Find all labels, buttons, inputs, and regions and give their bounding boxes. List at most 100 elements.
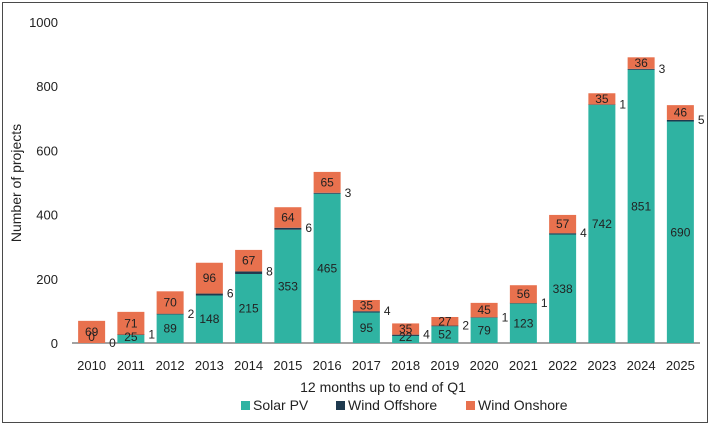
data-label-solar-pv: 338 (553, 282, 573, 296)
bar-wind-onshore (392, 323, 420, 335)
data-label-wind-offshore: 4 (580, 226, 587, 240)
bar-solar-pv (313, 193, 341, 343)
bar-solar-pv (470, 317, 498, 343)
bar-wind-offshore (313, 192, 341, 194)
x-tick-label: 2017 (352, 358, 381, 373)
y-tick-label: 0 (51, 336, 58, 351)
bar-solar-pv (352, 312, 380, 343)
bar-wind-onshore (78, 320, 106, 343)
data-label-solar-pv: 690 (670, 225, 690, 239)
data-label-solar-pv: 52 (438, 328, 452, 342)
bar-wind-onshore (549, 214, 577, 234)
data-label-solar-pv: 465 (317, 261, 337, 275)
bar-solar-pv (235, 273, 263, 343)
bar-wind-onshore (470, 302, 498, 318)
data-label-wind-offshore: 0 (109, 336, 116, 350)
data-label-solar-pv: 25 (124, 330, 138, 344)
bar-solar-pv (117, 334, 145, 343)
data-label-wind-onshore: 70 (163, 296, 177, 310)
bar-wind-onshore (117, 311, 145, 335)
legend: Solar PV Wind Offshore Wind Onshore (241, 397, 568, 413)
data-label-wind-onshore: 35 (399, 322, 413, 336)
bar-wind-offshore (549, 233, 577, 235)
legend-label: Wind Offshore (348, 397, 437, 413)
data-label-wind-onshore: 45 (477, 303, 491, 317)
data-label-wind-offshore: 3 (659, 62, 666, 76)
x-axis-title: 12 months up to end of Q1 (300, 379, 466, 395)
data-label-wind-onshore: 67 (242, 254, 256, 268)
x-tick-label: 2022 (548, 358, 577, 373)
data-label-wind-offshore: 1 (148, 328, 155, 342)
data-label-wind-onshore: 27 (438, 314, 452, 328)
bar-solar-pv (431, 326, 459, 343)
bar-wind-onshore (313, 171, 341, 193)
bar-solar-pv (549, 234, 577, 343)
bar-wind-onshore (195, 262, 223, 294)
bar-wind-offshore (392, 334, 420, 336)
bar-wind-offshore (352, 311, 380, 313)
data-label-solar-pv: 22 (399, 330, 413, 344)
data-label-wind-offshore: 5 (698, 113, 705, 127)
bar-wind-onshore (235, 249, 263, 272)
y-tick-label: 1000 (29, 15, 58, 30)
data-label-wind-offshore: 1 (541, 296, 548, 310)
bar-wind-onshore (431, 316, 459, 326)
data-label-solar-pv: 95 (360, 321, 374, 335)
data-label-wind-offshore: 1 (502, 310, 509, 324)
data-label-wind-offshore: 1 (619, 97, 626, 111)
data-label-wind-offshore: 4 (384, 304, 391, 318)
bar-wind-onshore (666, 105, 694, 120)
bar-wind-offshore (627, 68, 655, 70)
y-tick-label: 400 (36, 208, 58, 223)
x-tick-label: 2012 (156, 358, 185, 373)
data-label-wind-onshore: 69 (85, 325, 99, 339)
data-label-solar-pv: 148 (199, 312, 219, 326)
data-label-wind-offshore: 3 (345, 186, 352, 200)
data-label-solar-pv: 123 (513, 316, 533, 330)
x-tick-label: 2021 (509, 358, 538, 373)
x-tick-label: 2020 (470, 358, 499, 373)
data-label-wind-offshore: 4 (423, 328, 430, 342)
legend-label: Wind Onshore (478, 397, 568, 413)
x-tick-label: 2024 (627, 358, 656, 373)
x-tick-label: 2023 (587, 358, 616, 373)
bar-solar-pv (274, 229, 302, 343)
bar-wind-offshore (156, 313, 184, 315)
bar-solar-pv (588, 104, 616, 344)
data-label-solar-pv: 851 (631, 199, 651, 213)
data-label-solar-pv: 89 (163, 322, 177, 336)
x-tick-label: 2013 (195, 358, 224, 373)
data-label-wind-onshore: 96 (203, 271, 217, 285)
bar-solar-pv (666, 121, 694, 343)
data-label-wind-onshore: 64 (281, 210, 295, 224)
bar-solar-pv (509, 303, 537, 343)
bar-wind-onshore (274, 207, 302, 228)
y-axis-title: Number of projects (8, 124, 24, 242)
legend-label: Solar PV (253, 397, 309, 413)
bar-wind-onshore (588, 93, 616, 105)
legend-swatch (241, 401, 250, 410)
data-label-wind-onshore: 46 (674, 106, 688, 120)
x-tick-label: 2014 (234, 358, 263, 373)
x-tick-label: 2018 (391, 358, 420, 373)
data-label-wind-onshore: 35 (595, 92, 609, 106)
legend-swatch (466, 401, 475, 410)
x-tick-label: 2010 (77, 358, 106, 373)
bar-solar-pv (156, 314, 184, 343)
y-tick-label: 200 (36, 272, 58, 287)
bar-wind-offshore (274, 227, 302, 230)
bar-wind-offshore (666, 119, 694, 122)
x-tick-label: 2019 (430, 358, 459, 373)
x-axis-ticks: 2010 2011 2012 2013 2014 2015 2016 2017 2018 2019… (77, 358, 695, 373)
x-tick-label: 2011 (117, 358, 145, 373)
x-tick-label: 2015 (273, 358, 302, 373)
x-tick-label: 2016 (313, 358, 342, 373)
data-label-solar-pv: 215 (239, 301, 259, 315)
bar-solar-pv (195, 295, 223, 343)
data-label-solar-pv: 79 (477, 323, 491, 337)
bar-wind-offshore (431, 325, 459, 327)
bar-wind-offshore (195, 293, 223, 296)
data-label-wind-offshore: 6 (305, 221, 312, 235)
